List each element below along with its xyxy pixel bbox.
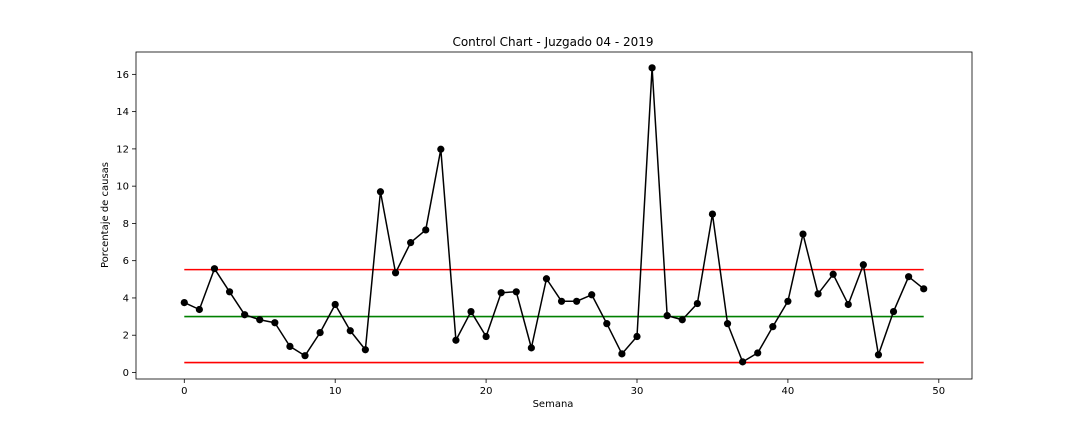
data-point xyxy=(588,291,596,299)
plot-area: 0 10 20 30 40 50 0 2 4 6 8 10 12 14 16 xyxy=(116,51,973,397)
data-point xyxy=(210,265,219,273)
data-point xyxy=(603,320,611,328)
data-point xyxy=(754,349,762,357)
y-tick-label: 12 xyxy=(116,144,129,155)
data-point xyxy=(708,210,717,218)
data-point xyxy=(799,230,807,238)
data-point xyxy=(180,299,188,307)
x-tick-label: 0 xyxy=(181,386,187,397)
y-axis-title: Porcentaje de causas xyxy=(100,162,111,268)
data-point xyxy=(286,342,294,350)
x-axis-title: Semana xyxy=(533,399,574,410)
data-point xyxy=(920,285,928,293)
data-point xyxy=(573,297,581,305)
data-point xyxy=(241,311,249,319)
plot-frame xyxy=(135,51,973,380)
y-tick-label: 0 xyxy=(123,368,129,379)
data-point xyxy=(452,336,460,344)
series-line xyxy=(183,67,925,363)
data-point xyxy=(467,307,475,316)
y-tick-label: 4 xyxy=(123,293,129,304)
x-tick-label: 10 xyxy=(329,386,342,397)
x-tick-label: 40 xyxy=(782,386,795,397)
y-tick-label: 6 xyxy=(123,256,129,267)
data-point xyxy=(844,300,852,309)
data-point xyxy=(271,319,279,327)
data-point xyxy=(316,329,324,337)
data-point xyxy=(678,316,686,324)
data-point xyxy=(376,188,385,196)
data-point xyxy=(256,316,264,324)
y-tick-label: 10 xyxy=(116,182,129,193)
data-point xyxy=(859,261,867,269)
data-point xyxy=(784,297,792,305)
data-point xyxy=(739,358,747,366)
data-point xyxy=(331,300,339,309)
data-point xyxy=(905,273,913,281)
data-point xyxy=(769,323,777,331)
y-tick-label: 2 xyxy=(123,331,129,342)
data-point xyxy=(723,320,732,328)
data-point xyxy=(301,352,309,360)
data-point xyxy=(195,305,203,314)
data-point xyxy=(225,288,234,296)
data-point xyxy=(527,344,535,352)
data-point xyxy=(557,297,566,305)
data-point xyxy=(422,226,430,234)
data-point xyxy=(437,145,445,153)
data-point xyxy=(648,64,656,72)
data-point xyxy=(482,332,490,341)
data-point xyxy=(407,239,415,247)
data-point xyxy=(618,350,626,358)
y-tick-label: 16 xyxy=(116,70,129,81)
chart-title: Control Chart - Juzgado 04 - 2019 xyxy=(452,35,653,49)
data-point xyxy=(542,275,551,283)
data-point xyxy=(663,312,671,320)
data-point xyxy=(497,289,505,297)
data-point xyxy=(391,269,400,277)
x-tick-label: 30 xyxy=(631,386,644,397)
y-tick-label: 8 xyxy=(123,219,129,230)
data-point xyxy=(633,332,641,341)
data-point xyxy=(874,351,883,359)
data-point xyxy=(693,299,701,308)
data-point xyxy=(889,307,898,316)
data-point xyxy=(346,327,354,335)
data-point xyxy=(361,346,369,354)
data-point xyxy=(829,270,837,278)
x-tick-label: 50 xyxy=(932,386,945,397)
data-point xyxy=(512,288,520,296)
y-tick-label: 14 xyxy=(116,107,129,118)
x-tick-label: 20 xyxy=(480,386,493,397)
data-point xyxy=(814,290,822,298)
